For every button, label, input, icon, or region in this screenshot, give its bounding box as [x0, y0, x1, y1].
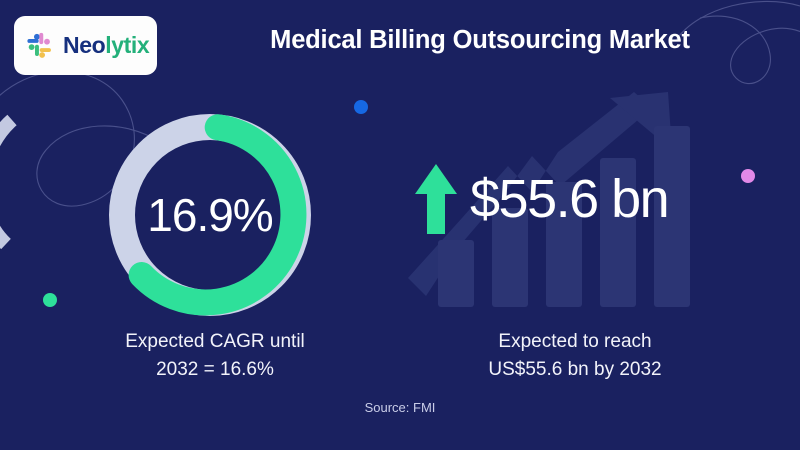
- logo-arm-yellow: [39, 47, 51, 58]
- logo-arm-green: [28, 43, 39, 56]
- page-title: Medical Billing Outsourcing Market: [270, 26, 690, 54]
- arc-left-edge: [0, 114, 17, 250]
- decor-dot-pink: [741, 169, 755, 183]
- bar-5: [654, 126, 690, 307]
- source-label: Source: FMI: [364, 400, 436, 415]
- cagr-caption-line-1: Expected CAGR until: [125, 331, 305, 352]
- decor-dot-blue: [354, 100, 368, 114]
- brand-logo-text-neo: Neo: [63, 32, 106, 58]
- brand-logo[interactable]: Neolytix: [14, 16, 157, 75]
- donut-value-arc: [128, 114, 307, 316]
- cagr-caption-line-2: 2032 = 16.6%: [156, 358, 274, 380]
- bar-2: [492, 208, 528, 307]
- brand-logo-text-lytix: lytix: [105, 32, 150, 58]
- cagr-donut-chart: 16.9%: [100, 105, 320, 325]
- bar-4: [600, 158, 636, 307]
- logo-arm-pink: [39, 32, 50, 45]
- donut-center-value: 16.9%: [147, 189, 273, 241]
- donut-svg: [109, 114, 311, 316]
- market-value-panel: $55.6 bn: [400, 90, 730, 320]
- neolytix-logo-icon: [27, 32, 51, 58]
- bar-group: [438, 126, 690, 307]
- market-value-row: $55.6 bn: [414, 162, 670, 236]
- growth-bars-background: [408, 92, 690, 307]
- logo-arm-blue: [27, 33, 40, 43]
- cagr-caption: Expected CAGR until 2032 = 16.6%: [75, 328, 355, 383]
- market-value-caption-line-1: Expected to reach: [498, 331, 652, 352]
- bar-3: [546, 182, 582, 307]
- market-value-caption: Expected to reach US$55.6 bn by 2032: [430, 328, 720, 383]
- brand-logo-text: Neolytix: [63, 32, 150, 58]
- market-value-caption-line-2: US$55.6 bn by 2032: [488, 358, 662, 380]
- decor-dot-green: [43, 293, 57, 307]
- bar-1: [438, 240, 474, 307]
- market-value-label: $55.6 bn: [470, 169, 670, 229]
- up-arrow-icon: [415, 164, 457, 234]
